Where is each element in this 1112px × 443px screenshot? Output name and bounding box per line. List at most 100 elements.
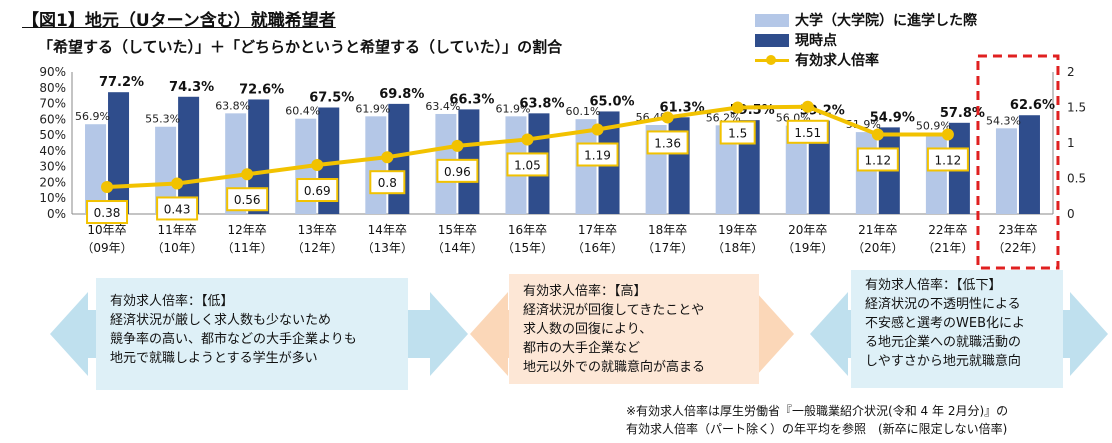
x-tick-sublabel: （17年） [642,241,693,255]
legend-item-series2: 現時点 [755,30,977,50]
line-label-box [506,152,549,177]
legend-item-series1: 大学（大学院）に進学した際 [755,10,977,30]
y2-tick-label: 0.5 [1067,172,1086,186]
bar-label-series1: 60.4% [285,105,320,118]
bar-series2 [178,96,200,214]
line-point [381,151,394,164]
panel-high-line-2: 求人数の回復により、 [523,322,653,337]
line-label: 1.36 [654,136,681,150]
panel-decline: 有効求人倍率：【低下】 経済状況の不透明性による 不安感と選考のWEB化によ る… [851,270,1063,388]
bar-label-series2: 74.3% [169,80,214,95]
legend-label-line: 有効求人倍率 [795,53,879,69]
legend: 大学（大学院）に進学した際 現時点 有効求人倍率 [755,10,977,70]
line-label-box [719,120,756,145]
bar-label-series2: 61.3% [660,100,705,115]
x-tick-label: 10年卒 [87,223,126,237]
footnote: ※有効求人倍率は厚生労働省『一般職業紹介状況(令和 4 年 2月分)』の 有効求… [626,402,1008,438]
x-tick-sublabel: （21年） [922,241,973,255]
y2-tick-label: 1 [1067,136,1075,150]
y-tick-label: 60% [39,112,66,126]
x-tick-sublabel: （18年） [712,241,763,255]
bar-label-series2: 77.2% [99,75,144,90]
line-label-box [436,158,479,183]
legend-label-series1: 大学（大学院）に進学した際 [795,13,977,29]
x-tick-label: 11年卒 [157,223,196,237]
line-label-box [786,119,829,144]
legend-swatch-dark [755,33,789,47]
x-tick-sublabel: （11年） [222,241,273,255]
bar-label-series1: 56.9% [75,110,110,123]
line-point [521,133,534,146]
line-label: 0.43 [164,202,191,216]
panel-decline-line-2: 不安感と選考のWEB化によ [865,316,1025,331]
y2-tick-label: 2 [1067,65,1075,79]
x-tick-sublabel: （15年） [502,241,553,255]
panel-low-line-1: 経済状況が厳しく求人数も少ないため [110,313,332,328]
line-point [241,168,254,181]
bar-label-series1: 55.3% [145,113,180,126]
bar-series2 [808,120,830,214]
y-tick-label: 40% [39,144,66,158]
line-label: 0.69 [304,184,331,198]
y-tick-label: 50% [39,128,66,142]
y-tick-label: 90% [39,65,66,79]
y2-tick-label: 0 [1067,207,1075,221]
panel-high-line-4: 地元以外での就職意向が高まる [523,360,706,375]
bar-series1 [365,116,387,214]
line-point [731,101,744,114]
bar-label-series2: 63.8% [519,96,564,111]
panel-low-title: 有効求人倍率：【低】 [110,294,234,309]
x-tick-sublabel: （20年） [852,241,903,255]
line-label: 0.56 [234,193,261,207]
x-tick-sublabel: （19年） [782,241,833,255]
y-tick-label: 20% [39,175,66,189]
legend-swatch-light [755,13,789,27]
panel-low-line-2: 競争率の高い、都市などの大手企業よりも [110,332,357,347]
bar-series2 [248,99,270,214]
panel-low: 有効求人倍率：【低】 経済状況が厳しく求人数も少ないため 競争率の高い、都市など… [96,278,408,390]
panel-decline-line-1: 経済状況の不透明性による [865,297,1021,312]
x-tick-label: 14年卒 [368,223,407,237]
x-tick-sublabel: （14年） [432,241,483,255]
line-label-box [926,147,969,172]
bar-series1 [995,128,1017,214]
bar-label-series1: 61.9% [355,102,390,115]
footnote-line-2: 有効求人倍率（パート除く）の年平均を参照 (新卒に限定しない倍率) [626,422,1008,436]
x-tick-label: 18年卒 [648,223,687,237]
x-tick-label: 13年卒 [298,223,337,237]
line-label-box [296,178,339,203]
bar-label-series1: 50.9% [916,120,951,133]
x-tick-label: 21年卒 [858,223,897,237]
bar-label-series1: 60.1% [566,105,601,118]
line-label: 1.19 [584,149,611,163]
panel-decline-line-3: る地元企業への就職活動の [865,335,1022,350]
panel-low-line-3: 地元で就職しようとする学生が多い [110,351,318,366]
chart-title: 【図1】地元（Uターン含む）就職希望者 [22,11,336,31]
x-tick-sublabel: （12年） [292,241,343,255]
bar-line-chart: 0% 10% 20%30% 40% 50% 60%70% 80% 90% 0 0.5 1 1.5 2 56… [39,54,1086,270]
line-label: 1.5 [728,127,747,141]
legend-swatch-line [755,53,789,67]
bar-label-series1: 51.9% [846,118,881,131]
footnote-line-1: ※有効求人倍率は厚生労働省『一般職業紹介状況(令和 4 年 2月分)』の [626,404,1009,418]
bar-series1 [925,133,947,214]
x-tick-label: 19年卒 [718,223,757,237]
bar-series2 [1018,115,1040,214]
line-label: 1.05 [514,158,541,172]
line-point [801,100,814,113]
x-tick-label: 12年卒 [228,223,267,237]
line-point [311,159,324,172]
line-label-box [86,200,129,225]
bar-label-series2: 65.0% [589,94,634,109]
panel-decline-title: 有効求人倍率：【低下】 [865,278,1002,293]
x-tick-label: 16年卒 [508,223,547,237]
x-tick-label: 15年卒 [438,223,477,237]
y-tick-label: 70% [39,97,66,111]
y-tick-label: 30% [39,160,66,174]
panel-high-title: 有効求人倍率：【高】 [523,284,647,299]
y-tick-label: 80% [39,81,66,95]
x-tick-label: 22年卒 [928,223,967,237]
panel-decline-line-4: しやすさから地元就職意向 [865,354,1021,369]
chart-subtitle: 「希望する（していた）」＋「どちらかというと希望する（していた）」の割合 [38,38,563,56]
line-point [661,111,674,124]
